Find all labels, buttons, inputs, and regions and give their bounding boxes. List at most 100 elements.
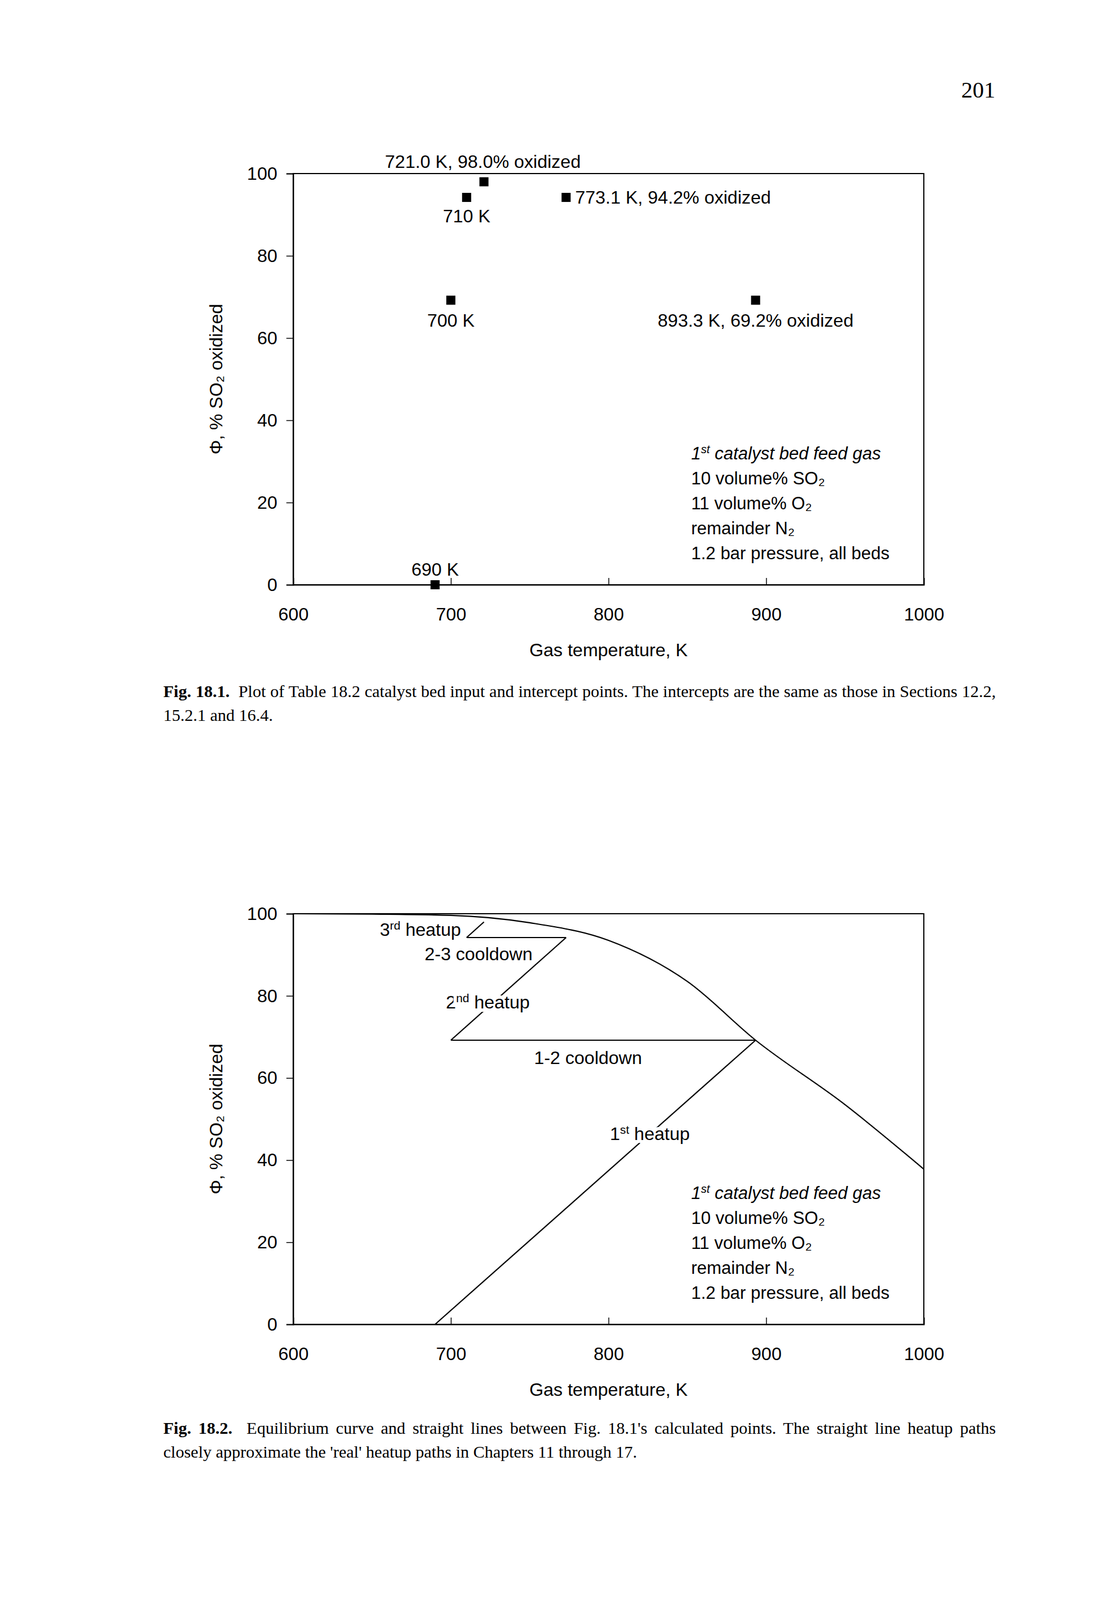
x-tick-label: 1000 xyxy=(903,1343,945,1364)
x-axis: 6007008009001000 xyxy=(278,1317,945,1364)
x-tick-label: 800 xyxy=(593,1343,624,1364)
x-tick: 900 xyxy=(751,577,782,625)
y-tick-label: 100 xyxy=(247,163,278,184)
x-tick: 800 xyxy=(593,1317,624,1364)
x-tick-mark xyxy=(923,1317,925,1325)
y-tick: 20 xyxy=(256,492,294,513)
x-tick-label: 700 xyxy=(436,603,467,625)
path-line xyxy=(434,1040,756,1325)
caption-space xyxy=(232,1418,247,1438)
marks xyxy=(293,913,924,1325)
y-axis: 0 20 40 60 80 100 xyxy=(247,903,294,1335)
x-axis-title: Gas temperature, K xyxy=(529,1379,688,1400)
y-tick: 20 xyxy=(256,1231,294,1253)
chart: 6007008009001000020406080100Gas temperat… xyxy=(205,903,945,1400)
y-tick-label: 20 xyxy=(256,492,278,513)
caption-text: Equilibrium curve and straight lines bet… xyxy=(163,1418,996,1461)
y-axis-line xyxy=(286,914,294,1325)
y-tick-label: 0 xyxy=(267,574,278,595)
series-label: 2nd heatup xyxy=(445,991,530,1013)
series-label: 1-2 cooldown xyxy=(534,1047,642,1068)
y-tick-label: 40 xyxy=(256,1149,278,1170)
caption-space xyxy=(229,681,239,701)
page-number: 201 xyxy=(961,77,996,103)
annotation: 10 volume% SO₂ xyxy=(691,468,826,489)
labels: 690 K700 K710 K721.0 K, 98.0% oxidized77… xyxy=(385,151,890,581)
series-label: 3rd heatup xyxy=(379,918,462,940)
annotation: 10 volume% SO₂ xyxy=(691,1207,826,1228)
x-tick-label: 900 xyxy=(751,1343,782,1364)
y-tick-label: 40 xyxy=(256,410,278,431)
x-tick: 700 xyxy=(436,577,467,625)
point xyxy=(462,192,472,202)
annotation: remainder N₂ xyxy=(691,1257,796,1278)
x-tick: 900 xyxy=(751,1317,782,1364)
point-label: 700 K xyxy=(427,310,475,331)
point xyxy=(430,580,440,590)
y-tick: 0 xyxy=(267,1313,294,1335)
x-tick: 1000 xyxy=(903,1317,945,1364)
y-tick-label: 60 xyxy=(256,327,278,349)
x-tick-label: 1000 xyxy=(903,603,945,625)
y-axis-title: Φ, % SO₂ oxidized xyxy=(205,1043,227,1195)
y-tick: 80 xyxy=(256,985,294,1007)
annotation: 1st catalyst bed feed gas xyxy=(691,442,882,464)
caption: Fig. 18.1. Plot of Table 18.2 catalyst b… xyxy=(163,679,996,728)
path-line xyxy=(466,936,566,939)
x-tick: 1000 xyxy=(903,577,945,625)
equilibrium-curve xyxy=(293,913,924,1169)
y-tick-label: 20 xyxy=(256,1231,278,1253)
y-axis-line xyxy=(286,174,294,586)
point-label: 721.0 K, 98.0% oxidized xyxy=(385,151,581,172)
caption-label: Fig. 18.2. xyxy=(163,1418,233,1438)
page: 2016007008009001000020406080100Gas tempe… xyxy=(0,0,1107,1600)
labels: 1st heatup 1-2 cooldown 2nd heatup 2-3 cool… xyxy=(379,918,890,1303)
point-label: 893.3 K, 69.2% oxidized xyxy=(657,310,854,331)
y-tick-label: 0 xyxy=(267,1313,278,1335)
annotation: 11 volume% O₂ xyxy=(691,1232,813,1253)
point xyxy=(479,177,489,187)
annotation: 11 volume% O₂ xyxy=(691,493,813,514)
caption-text: Plot of Table 18.2 catalyst bed input an… xyxy=(163,681,996,725)
y-tick: 40 xyxy=(256,1149,294,1170)
point-label: 773.1 K, 94.2% oxidized xyxy=(575,187,771,208)
annotation: 1.2 bar pressure, all beds xyxy=(691,1282,890,1303)
x-tick-mark xyxy=(923,577,925,585)
y-tick-mark xyxy=(286,584,294,586)
point xyxy=(750,295,760,305)
x-tick-mark xyxy=(608,577,610,585)
y-tick-mark xyxy=(286,255,294,257)
y-tick-mark xyxy=(286,1241,294,1244)
y-tick: 40 xyxy=(256,410,294,431)
y-tick-mark xyxy=(286,1077,294,1079)
plot-frame xyxy=(293,173,924,585)
y-tick-mark xyxy=(286,337,294,340)
y-tick-mark xyxy=(286,173,294,175)
y-tick-label: 60 xyxy=(256,1067,278,1088)
series-label: 1st heatup xyxy=(609,1122,690,1145)
y-tick: 0 xyxy=(267,574,294,595)
x-tick: 700 xyxy=(436,1317,467,1364)
plot-frame xyxy=(293,913,924,1325)
x-axis: 600 700 800 900 1000 xyxy=(278,577,945,625)
point xyxy=(561,192,571,202)
y-tick-label: 80 xyxy=(256,245,278,266)
annotation: remainder N₂ xyxy=(691,518,796,539)
point-label: 690 K xyxy=(411,559,459,580)
y-tick: 100 xyxy=(247,903,294,924)
path-line xyxy=(450,1039,756,1041)
caption: Fig. 18.2. Equilibrium curve and straigh… xyxy=(163,1416,996,1464)
x-tick-label: 600 xyxy=(278,603,309,625)
y-tick-mark xyxy=(286,995,294,997)
y-tick-mark xyxy=(286,502,294,504)
x-tick-mark xyxy=(766,577,768,585)
x-axis-title: Gas temperature, K xyxy=(529,639,688,661)
y-tick: 60 xyxy=(256,1067,294,1088)
x-tick-mark xyxy=(608,1317,610,1325)
caption-label: Fig. 18.1. xyxy=(163,681,230,701)
series-label: 2-3 cooldown xyxy=(424,943,533,965)
y-tick-label: 100 xyxy=(247,903,278,924)
x-tick-label: 800 xyxy=(593,603,624,625)
y-tick: 100 xyxy=(247,163,294,184)
y-axis-title: Φ, % SO₂ oxidized xyxy=(205,303,227,455)
